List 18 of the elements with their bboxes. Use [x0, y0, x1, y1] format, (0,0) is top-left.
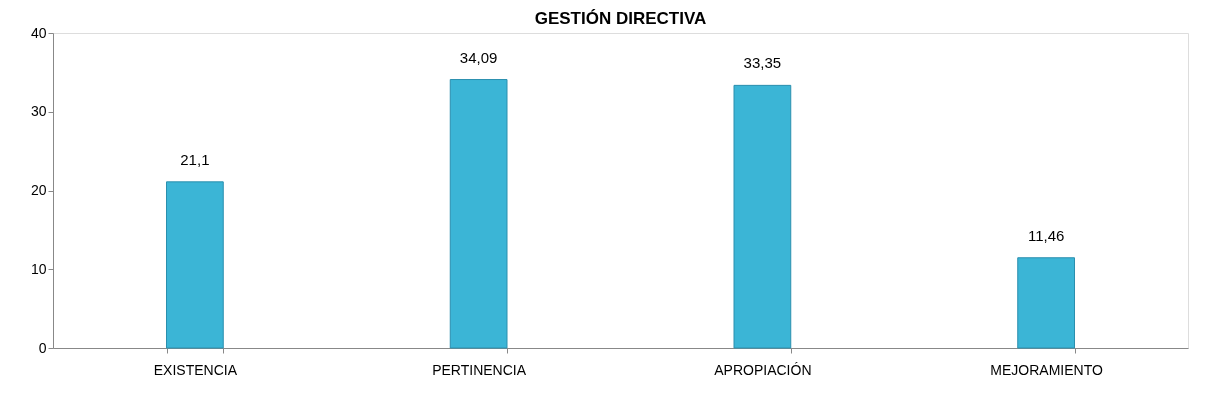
y-tick-label: 0	[38, 339, 47, 356]
bar	[733, 84, 792, 349]
x-tick-label: EXISTENCIA	[153, 361, 238, 378]
bar	[449, 79, 508, 349]
x-tick-label: PERTINENCIA	[432, 361, 527, 378]
y-tick-label: 30	[30, 103, 47, 120]
chart-title: GESTIÓN DIRECTIVA	[534, 9, 707, 28]
x-tick-label: APROPIACIÓN	[714, 361, 812, 378]
data-label: 34,09	[459, 48, 498, 66]
bar	[1017, 257, 1075, 349]
y-tick-label: 10	[30, 260, 47, 277]
y-tick-label: 20	[30, 182, 47, 198]
y-tick-label: 40	[30, 24, 47, 41]
data-label: 33,35	[743, 54, 782, 72]
bar	[166, 181, 224, 349]
data-label: 11,46	[1027, 226, 1065, 244]
x-tick-label: MEJORAMIENTO	[990, 361, 1103, 378]
data-label: 21,1	[180, 150, 210, 168]
